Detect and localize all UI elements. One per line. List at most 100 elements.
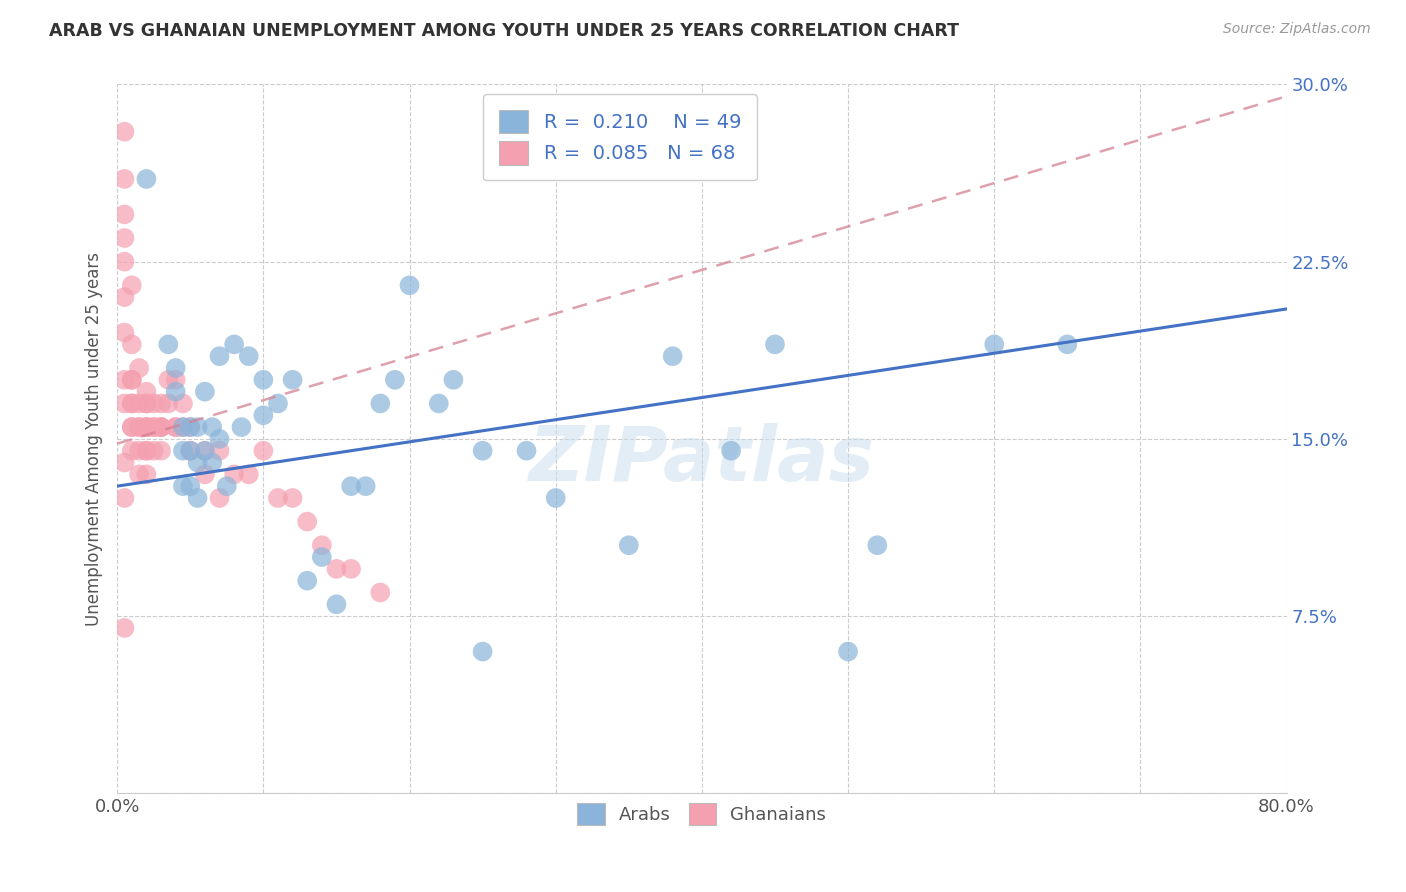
Point <box>157 396 180 410</box>
Point <box>201 420 224 434</box>
Point <box>135 443 157 458</box>
Point <box>252 409 274 423</box>
Point <box>114 231 136 245</box>
Point <box>179 443 201 458</box>
Point <box>208 443 231 458</box>
Point <box>187 456 209 470</box>
Point <box>114 373 136 387</box>
Point <box>135 467 157 482</box>
Point <box>763 337 786 351</box>
Point <box>121 420 143 434</box>
Point <box>172 396 194 410</box>
Point <box>135 396 157 410</box>
Point <box>238 349 260 363</box>
Point <box>231 420 253 434</box>
Point <box>135 443 157 458</box>
Point <box>114 456 136 470</box>
Point <box>150 420 173 434</box>
Point <box>165 373 187 387</box>
Point <box>114 172 136 186</box>
Point <box>172 420 194 434</box>
Point <box>172 443 194 458</box>
Point <box>311 538 333 552</box>
Point <box>150 396 173 410</box>
Point <box>224 467 246 482</box>
Point <box>194 467 217 482</box>
Text: Source: ZipAtlas.com: Source: ZipAtlas.com <box>1223 22 1371 37</box>
Point <box>179 420 201 434</box>
Point <box>157 337 180 351</box>
Point <box>114 290 136 304</box>
Point <box>128 396 150 410</box>
Text: ARAB VS GHANAIAN UNEMPLOYMENT AMONG YOUTH UNDER 25 YEARS CORRELATION CHART: ARAB VS GHANAIAN UNEMPLOYMENT AMONG YOUT… <box>49 22 959 40</box>
Point <box>215 479 238 493</box>
Text: ZIPatlas: ZIPatlas <box>529 423 875 497</box>
Point <box>837 644 859 658</box>
Point <box>135 396 157 410</box>
Point <box>252 443 274 458</box>
Point <box>128 467 150 482</box>
Point <box>297 574 319 588</box>
Point <box>135 420 157 434</box>
Point <box>135 172 157 186</box>
Point <box>427 396 450 410</box>
Point <box>114 621 136 635</box>
Point <box>224 337 246 351</box>
Point <box>515 443 537 458</box>
Point <box>187 491 209 505</box>
Point <box>201 456 224 470</box>
Point <box>252 373 274 387</box>
Point <box>135 420 157 434</box>
Point <box>128 443 150 458</box>
Point <box>325 597 347 611</box>
Point <box>544 491 567 505</box>
Point <box>208 491 231 505</box>
Point <box>172 479 194 493</box>
Point <box>179 420 201 434</box>
Point <box>354 479 377 493</box>
Point <box>150 420 173 434</box>
Point <box>114 125 136 139</box>
Point <box>121 373 143 387</box>
Point <box>128 420 150 434</box>
Point <box>142 420 165 434</box>
Point <box>441 373 464 387</box>
Point <box>165 420 187 434</box>
Point <box>114 207 136 221</box>
Y-axis label: Unemployment Among Youth under 25 years: Unemployment Among Youth under 25 years <box>86 252 103 626</box>
Point <box>866 538 889 552</box>
Point <box>208 432 231 446</box>
Point <box>121 373 143 387</box>
Point <box>311 549 333 564</box>
Point <box>114 396 136 410</box>
Point <box>165 420 187 434</box>
Point <box>194 384 217 399</box>
Point <box>340 479 363 493</box>
Point <box>165 384 187 399</box>
Point <box>121 396 143 410</box>
Point <box>142 443 165 458</box>
Point <box>121 278 143 293</box>
Point <box>281 373 304 387</box>
Point <box>150 420 173 434</box>
Point <box>128 361 150 376</box>
Point <box>398 278 420 293</box>
Point <box>142 420 165 434</box>
Point <box>208 349 231 363</box>
Point <box>238 467 260 482</box>
Point <box>267 396 290 410</box>
Point <box>121 420 143 434</box>
Point <box>114 326 136 340</box>
Point <box>661 349 683 363</box>
Point <box>194 443 217 458</box>
Point <box>281 491 304 505</box>
Point <box>121 443 143 458</box>
Point <box>297 515 319 529</box>
Point <box>267 491 290 505</box>
Point <box>114 254 136 268</box>
Point <box>1056 337 1078 351</box>
Point <box>121 337 143 351</box>
Point <box>368 396 391 410</box>
Point <box>368 585 391 599</box>
Point <box>471 644 494 658</box>
